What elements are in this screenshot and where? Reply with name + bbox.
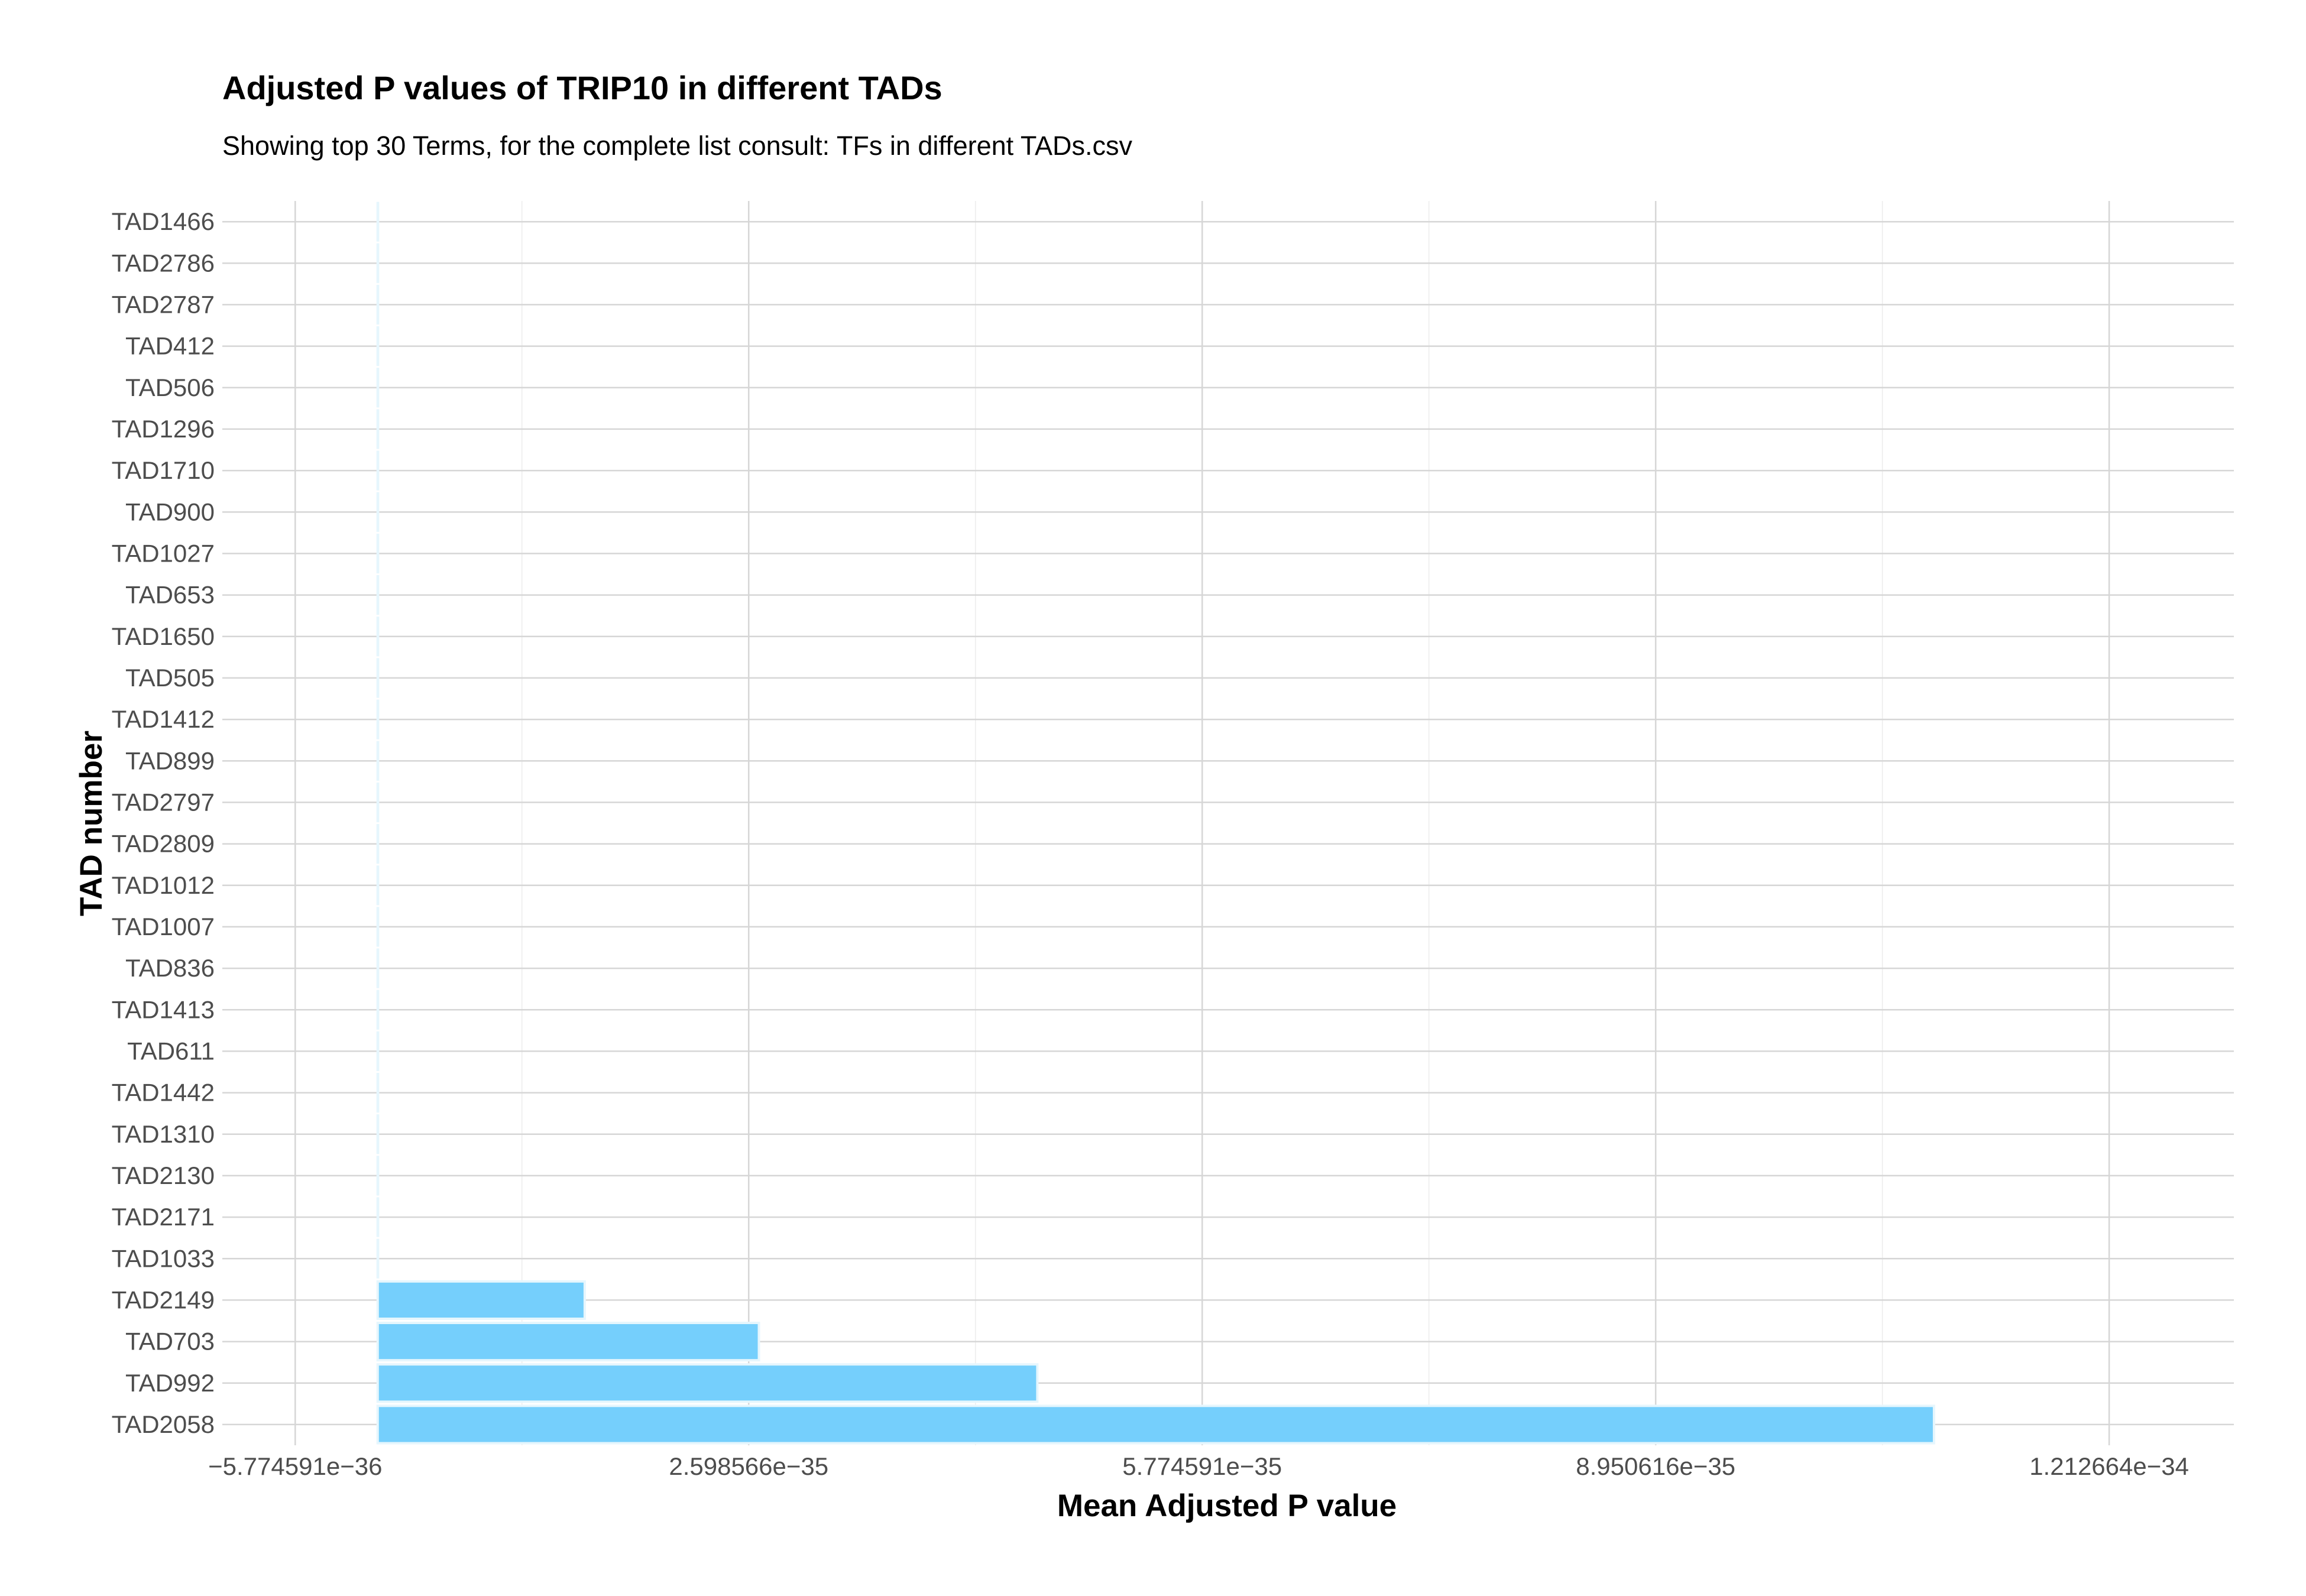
x-axis-title: Mean Adjusted P value xyxy=(1057,1488,1397,1523)
y-tick-label: TAD1412 xyxy=(112,705,215,733)
bars xyxy=(376,202,1935,1445)
y-tick-label: TAD2809 xyxy=(112,830,215,858)
y-tick-label: TAD2797 xyxy=(112,788,215,816)
y-tick-label: TAD506 xyxy=(125,374,215,401)
y-tick-label: TAD1027 xyxy=(112,539,215,567)
y-tick-label: TAD1310 xyxy=(112,1120,215,1148)
chart-title: Adjusted P values of TRIP10 in different… xyxy=(222,69,943,106)
x-tick-label: 1.212664e−34 xyxy=(2029,1452,2189,1480)
bar-tad703 xyxy=(376,1322,760,1362)
grid xyxy=(222,201,2234,1445)
y-tick-label: TAD2058 xyxy=(112,1410,215,1438)
bar-tad2058 xyxy=(376,1404,1935,1445)
y-tick-label: TAD2149 xyxy=(112,1286,215,1313)
y-tick-label: TAD653 xyxy=(125,581,215,609)
y-tick-label: TAD1413 xyxy=(112,995,215,1023)
x-tick-label: −5.774591e−36 xyxy=(208,1452,382,1480)
y-tick-label: TAD900 xyxy=(125,498,215,525)
y-axis-title: TAD number xyxy=(74,731,109,916)
bar-tad992 xyxy=(376,1363,1039,1403)
y-tick-label: TAD836 xyxy=(125,954,215,982)
y-tick-label: TAD2786 xyxy=(112,249,215,277)
y-tick-label: TAD1296 xyxy=(112,415,215,443)
y-tick-label: TAD992 xyxy=(125,1369,215,1397)
y-tick-label: TAD1710 xyxy=(112,456,215,484)
y-tick-label: TAD2787 xyxy=(112,290,215,318)
y-tick-label: TAD505 xyxy=(125,664,215,692)
y-tick-label: TAD1466 xyxy=(112,207,215,235)
y-tick-label: TAD899 xyxy=(125,747,215,774)
y-tick-label: TAD1033 xyxy=(112,1244,215,1272)
y-tick-label: TAD703 xyxy=(125,1328,215,1355)
y-tick-label: TAD611 xyxy=(127,1037,215,1065)
x-tick-label: 5.774591e−35 xyxy=(1122,1452,1282,1480)
y-tick-label: TAD1442 xyxy=(112,1079,215,1107)
y-tick-label: TAD1012 xyxy=(112,871,215,899)
x-axis-tick-labels: −5.774591e−36 2.598566e−35 5.774591e−35 8.9… xyxy=(208,1452,2189,1480)
x-tick-label: 2.598566e−35 xyxy=(669,1452,828,1480)
y-tick-label: TAD412 xyxy=(125,332,215,360)
y-tick-label: TAD1650 xyxy=(112,622,215,650)
y-tick-label: TAD2130 xyxy=(112,1162,215,1189)
bar-tad2149 xyxy=(376,1280,586,1320)
chart-subtitle: Showing top 30 Terms, for the complete l… xyxy=(222,131,1133,161)
y-tick-label: TAD2171 xyxy=(112,1203,215,1231)
y-axis-tick-labels: TAD1466 TAD2786 TAD2787 TAD412 TAD506 TAD1296… xyxy=(112,207,215,1438)
x-tick-label: 8.950616e−35 xyxy=(1576,1452,1735,1480)
y-tick-label: TAD1007 xyxy=(112,913,215,940)
